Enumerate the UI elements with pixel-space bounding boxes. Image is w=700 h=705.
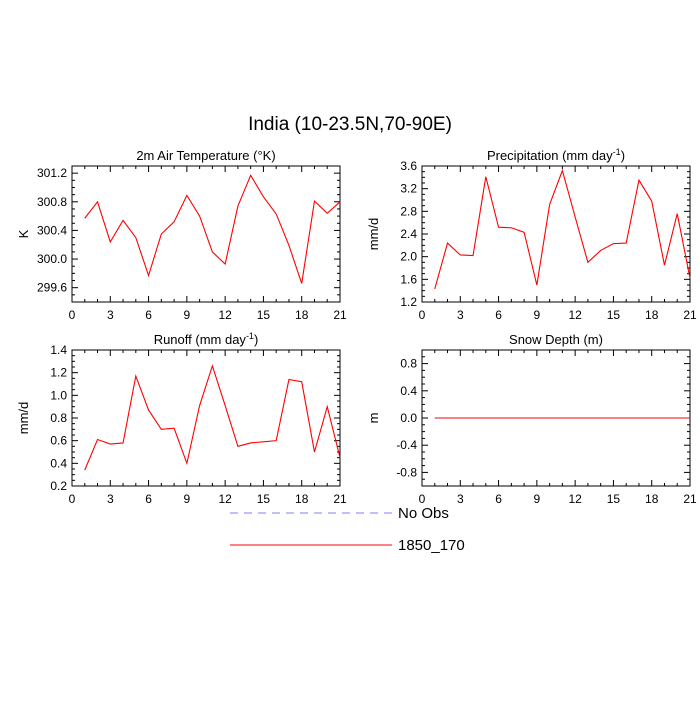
x-tick-label: 15 <box>257 492 271 506</box>
x-tick-label: 21 <box>333 308 347 322</box>
x-tick-label: 15 <box>257 308 271 322</box>
legend-label: No Obs <box>398 505 449 522</box>
x-tick-label: 3 <box>107 308 114 322</box>
plot-frame <box>71 349 341 487</box>
panel-3: Runoff (mm day-1) 0 3 6 9 12 15 18 21 0.2 0.4 0.6 0.… <box>16 331 347 506</box>
x-tick-label: 3 <box>107 492 114 506</box>
panels: 2m Air Temperature (°K) 0 3 6 9 12 15 18 21 299.6… <box>16 147 697 506</box>
x-tick-label: 6 <box>145 308 152 322</box>
panel-title: 2m Air Temperature (°K) <box>136 148 275 163</box>
y-tick-label: -0.4 <box>396 438 417 452</box>
y-tick-label: 0.4 <box>400 384 417 398</box>
y-tick-label: -0.8 <box>396 465 417 479</box>
legend: No Obs 1850_170 <box>230 505 465 554</box>
y-axis-label: mm/d <box>366 218 381 251</box>
x-tick-label: 21 <box>683 308 697 322</box>
panel-title: Precipitation (mm day-1) <box>487 147 625 163</box>
x-tick-label: 0 <box>69 308 76 322</box>
x-tick-label: 3 <box>457 492 464 506</box>
x-tick-label: 6 <box>495 492 502 506</box>
y-tick-label: 0.2 <box>50 479 67 493</box>
x-tick-label: 21 <box>683 492 697 506</box>
y-tick-label: 1.6 <box>400 272 417 286</box>
panel-title: Snow Depth (m) <box>509 332 603 347</box>
x-tick-label: 0 <box>419 492 426 506</box>
x-tick-label: 12 <box>568 492 582 506</box>
y-tick-label: 1.0 <box>50 388 67 402</box>
x-tick-label: 15 <box>607 492 621 506</box>
x-tick-label: 12 <box>568 308 582 322</box>
x-tick-label: 18 <box>645 308 659 322</box>
x-tick-label: 6 <box>495 308 502 322</box>
x-tick-label: 21 <box>333 492 347 506</box>
y-axis-label: m <box>366 413 381 424</box>
panel-title: Runoff (mm day-1) <box>154 331 259 347</box>
figure-title: India (10-23.5N,70-90E) <box>248 114 452 135</box>
x-tick-label: 12 <box>218 492 232 506</box>
y-tick-label: 0.6 <box>50 434 67 448</box>
series-line-1850_170 <box>84 364 341 471</box>
y-tick-label: 0.4 <box>50 456 67 470</box>
y-tick-label: 301.2 <box>37 166 67 180</box>
x-tick-label: 18 <box>645 492 659 506</box>
series-line-1850_170 <box>434 168 691 290</box>
x-tick-label: 6 <box>145 492 152 506</box>
x-tick-label: 9 <box>184 308 191 322</box>
y-tick-label: 1.4 <box>50 343 67 357</box>
x-tick-label: 0 <box>69 492 76 506</box>
y-tick-label: 300.8 <box>37 195 67 209</box>
y-tick-label: 1.2 <box>50 366 67 380</box>
panel-1: 2m Air Temperature (°K) 0 3 6 9 12 15 18 21 299.6… <box>16 148 347 322</box>
panel-2: Precipitation (mm day-1) 0 3 6 9 12 15 18 21 1.2 1… <box>366 147 697 322</box>
y-tick-label: 3.2 <box>400 182 417 196</box>
plot-frame <box>71 165 341 303</box>
x-tick-label: 0 <box>419 308 426 322</box>
y-tick-label: 3.6 <box>400 159 417 173</box>
y-tick-label: 0.8 <box>400 357 417 371</box>
x-tick-label: 12 <box>218 308 232 322</box>
y-tick-label: 299.6 <box>37 281 67 295</box>
y-tick-label: 300.0 <box>37 252 67 266</box>
x-tick-label: 3 <box>457 308 464 322</box>
panel-4: Snow Depth (m) 0 3 6 9 12 15 18 21 -0.8 -0.4 0.0 0.4… <box>366 332 697 506</box>
series-line-1850_170 <box>84 174 341 284</box>
y-tick-label: 300.4 <box>37 223 67 237</box>
y-tick-label: 2.0 <box>400 250 417 264</box>
legend-label: 1850_170 <box>398 537 465 554</box>
y-tick-label: 0.8 <box>50 411 67 425</box>
y-tick-label: 0.0 <box>400 411 417 425</box>
x-tick-label: 9 <box>534 308 541 322</box>
y-axis-label: mm/d <box>16 402 31 435</box>
x-tick-label: 9 <box>534 492 541 506</box>
y-tick-label: 2.8 <box>400 204 417 218</box>
y-tick-label: 1.2 <box>400 295 417 309</box>
x-tick-label: 18 <box>295 492 309 506</box>
x-tick-label: 18 <box>295 308 309 322</box>
x-tick-label: 15 <box>607 308 621 322</box>
x-tick-label: 9 <box>184 492 191 506</box>
y-axis-label: K <box>16 229 31 238</box>
y-tick-label: 2.4 <box>400 227 417 241</box>
